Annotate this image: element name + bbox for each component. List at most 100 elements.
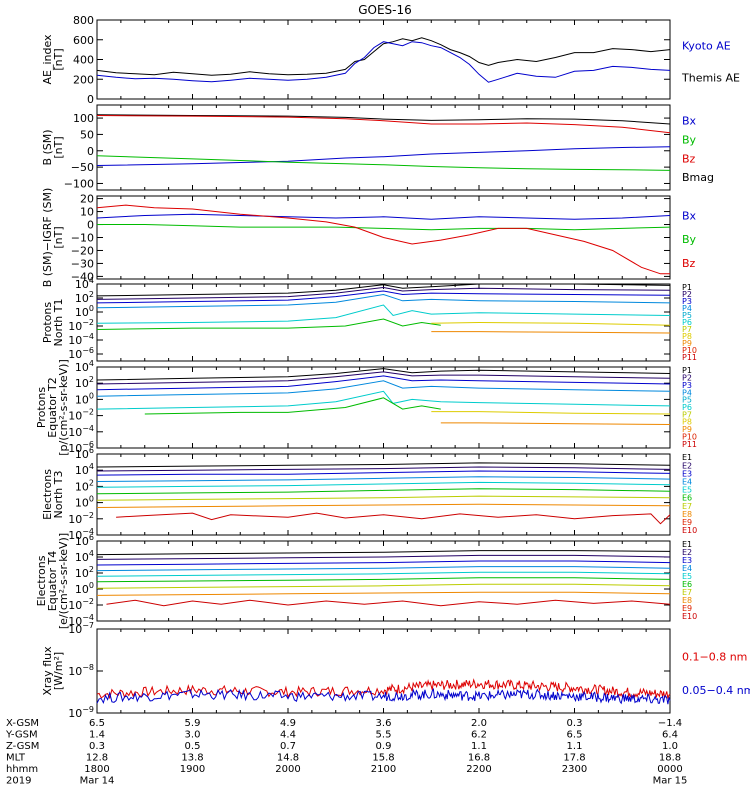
y-tick-label: 20 — [80, 193, 94, 206]
x-tick-value: 15.8 — [372, 753, 394, 764]
y-tick-label: 10−4 — [68, 424, 94, 439]
legend-label: E8 — [682, 510, 692, 519]
legend-label: E4 — [682, 564, 692, 573]
x-tick-value: −1.4 — [658, 718, 682, 729]
series-line-p2 — [96, 371, 671, 385]
y-tick-label: 0 — [87, 93, 94, 106]
legend-label: By — [682, 233, 697, 246]
y-tick-label: 104 — [75, 462, 94, 477]
series-line-bmag — [96, 114, 671, 125]
panel-frame — [96, 628, 671, 714]
x-tick-value: 1800 — [84, 764, 109, 775]
legend-label: P6 — [682, 318, 692, 327]
series-line-p4 — [96, 293, 671, 309]
series-line-p3 — [96, 375, 671, 391]
y-tick-label: −30 — [71, 257, 94, 270]
legend-label: P8 — [682, 418, 692, 427]
legend-label: P6 — [682, 403, 692, 412]
legend-label: By — [682, 133, 697, 146]
series-line-e5 — [96, 571, 671, 577]
legend-label: P7 — [682, 325, 692, 334]
series-line-e8 — [96, 591, 671, 596]
y-tick-label: 800 — [73, 14, 94, 27]
legend-label: Bz — [682, 257, 696, 270]
legend-label: P10 — [682, 346, 697, 355]
series-line-e3 — [96, 560, 671, 566]
y-tick-label: 106 — [75, 446, 94, 461]
x-tick-value: 1.1 — [471, 741, 487, 752]
x-tick-value: 14.8 — [277, 753, 299, 764]
x-row-label: 2019 — [6, 776, 31, 787]
y-axis-label: B (SM)−IGRF (SM)[nT] — [41, 188, 65, 288]
x-tick-value: 0.7 — [280, 741, 296, 752]
y-tick-label: 10−6 — [68, 346, 94, 361]
legend-label: P9 — [682, 339, 692, 348]
x-tick-value: 2300 — [562, 764, 587, 775]
legend-label: Bx — [682, 115, 697, 128]
legend-label: P1 — [682, 366, 692, 375]
legend-label: P1 — [682, 283, 692, 292]
legend-label: P5 — [682, 396, 692, 405]
x-tick-value: 18.8 — [659, 753, 681, 764]
legend-label: Bz — [682, 152, 696, 165]
x-tick-value: Mar 15 — [653, 776, 688, 787]
y-tick-label: 10 — [80, 206, 94, 219]
x-tick-value: Mar 14 — [80, 776, 115, 787]
y-tick-label: 10−7 — [68, 621, 94, 636]
x-tick-value: 12.8 — [86, 753, 108, 764]
x-tick-value: 6.5 — [89, 718, 105, 729]
legend-label: P4 — [682, 388, 692, 397]
x-tick-value: 17.8 — [563, 753, 585, 764]
legend-label: E3 — [682, 469, 692, 478]
y-tick-label: 10−9 — [68, 705, 94, 720]
series-line-bz — [96, 115, 671, 134]
y-tick-label: 102 — [75, 565, 94, 580]
x-row-label: MLT — [6, 753, 26, 764]
y-tick-label: 10−2 — [68, 597, 94, 612]
legend-label: E6 — [682, 494, 692, 503]
y-tick-label: 10−4 — [68, 332, 94, 347]
legend-label: E5 — [682, 486, 692, 495]
series-line-kyoto-ae — [96, 41, 671, 83]
y-axis-label: ElectronsEquator T4[e/(cm²-s-sr-keV)] — [35, 533, 70, 629]
y-tick-label: 50 — [80, 128, 94, 141]
y-axis-label: ElectronsNorth T3 — [41, 469, 65, 520]
y-axis-label: B (SM)[nT] — [41, 129, 65, 165]
y-tick-label: −50 — [71, 161, 94, 174]
series-line-e9 — [116, 512, 671, 525]
legend-label: E9 — [682, 518, 692, 527]
legend-label: P11 — [682, 440, 697, 449]
y-tick-label: 400 — [73, 54, 94, 67]
y-tick-label: 100 — [75, 391, 94, 406]
panel-2: 100 50 0 −50 −100 B (SM)[nT] Bx By Bz Bmag — [41, 104, 714, 191]
x-tick-value: 2.0 — [471, 718, 487, 729]
series-line-e6 — [96, 488, 671, 495]
x-row-label: Z-GSM — [6, 741, 39, 752]
series-line-e2 — [96, 466, 671, 472]
legend-label: E7 — [682, 502, 692, 511]
series-line-e4 — [96, 476, 671, 482]
y-axis-label: Xray flux[W/m²] — [41, 646, 65, 696]
x-tick-value: 5.9 — [185, 718, 201, 729]
series-line-0-05-0-4-nm — [96, 687, 671, 705]
series-line-e7 — [96, 495, 671, 501]
y-tick-label: 100 — [75, 304, 94, 319]
legend-label: P3 — [682, 381, 692, 390]
x-tick-value: 6.4 — [662, 730, 678, 741]
legend-label: E5 — [682, 572, 692, 581]
series-line-e8 — [96, 503, 671, 508]
y-tick-label: 100 — [75, 495, 94, 510]
legend-label: Kyoto AE — [682, 40, 731, 53]
y-tick-label: 10−2 — [68, 318, 94, 333]
series-line-p6 — [96, 390, 671, 410]
x-tick-value: 0.9 — [376, 741, 392, 752]
series-line-e1 — [96, 462, 671, 468]
legend-label: Bmag — [682, 171, 714, 184]
series-line-p8 — [431, 411, 671, 415]
x-row-label: X-GSM — [6, 718, 39, 729]
legend-label: E8 — [682, 596, 692, 605]
legend-label: P8 — [682, 332, 692, 341]
